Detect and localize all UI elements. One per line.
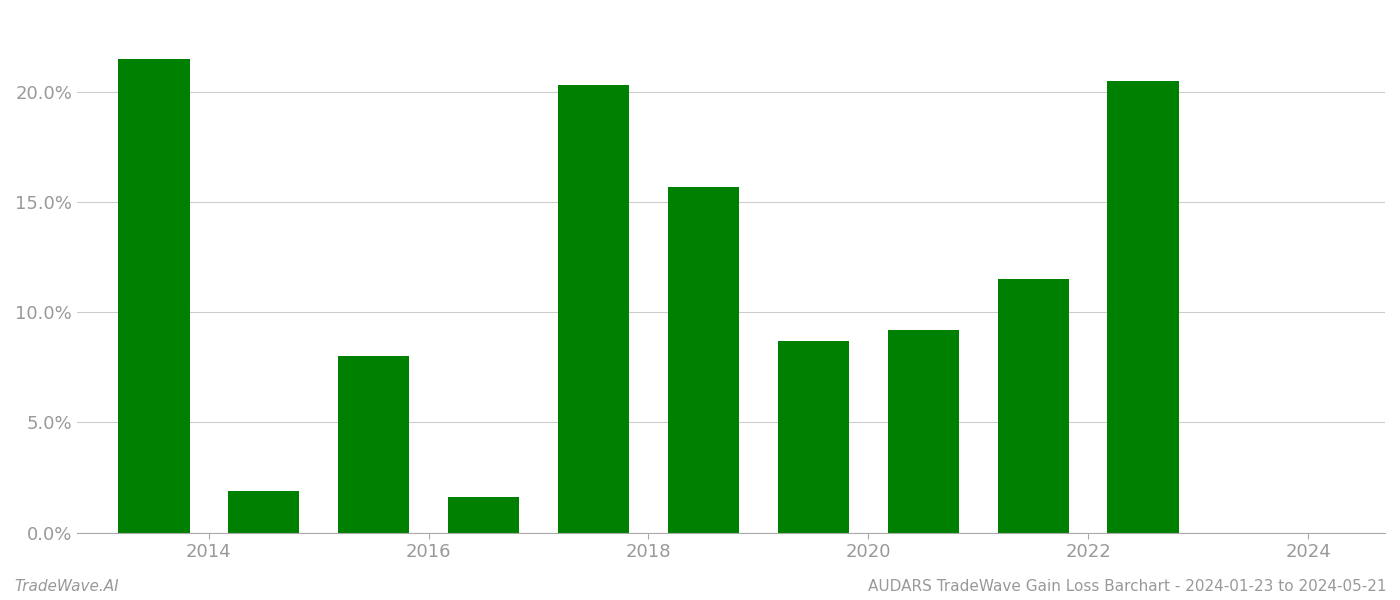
- Text: AUDARS TradeWave Gain Loss Barchart - 2024-01-23 to 2024-05-21: AUDARS TradeWave Gain Loss Barchart - 20…: [868, 579, 1386, 594]
- Bar: [777, 341, 850, 533]
- Bar: [557, 85, 629, 533]
- Bar: [1107, 81, 1179, 533]
- Bar: [118, 59, 189, 533]
- Bar: [998, 279, 1070, 533]
- Bar: [888, 330, 959, 533]
- Bar: [337, 356, 409, 533]
- Bar: [448, 497, 519, 533]
- Bar: [228, 491, 300, 533]
- Text: TradeWave.AI: TradeWave.AI: [14, 579, 119, 594]
- Bar: [668, 187, 739, 533]
